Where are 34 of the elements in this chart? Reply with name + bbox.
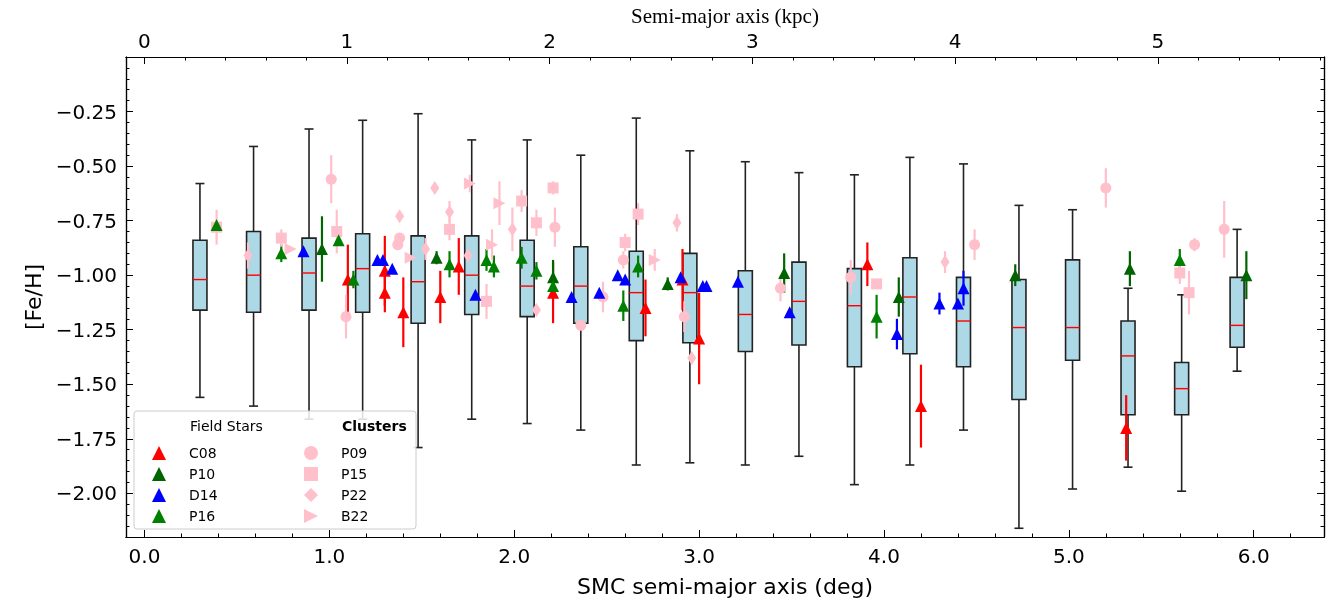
y-tick-label: −1.50 [55,372,117,397]
annotation: Clusters [342,418,407,434]
x-tick-label: 2.0 [498,544,531,568]
x-tick-label: 1.0 [313,544,346,568]
y-tick-label: −0.25 [55,99,117,124]
annotation: Field Stars [190,418,263,434]
legend-label: P22 [341,487,368,503]
x-axis-title: SMC semi-major axis (deg) [576,573,874,599]
x2-axis-title: Semi-major axis (kpc) [631,3,819,28]
x2-tick-label: 5 [1151,29,1165,53]
y-tick-label: −0.75 [55,208,117,233]
legend-label: P09 [341,445,368,461]
x-tick-label: 5.0 [1052,544,1085,568]
y-tick-label: −1.00 [55,263,117,288]
legend-label: P15 [341,466,368,482]
legend-label: C08 [189,445,217,461]
y-axis-title: [Fe/H] [20,263,46,331]
x2-tick-label: 3 [746,29,759,53]
y-tick-label: −0.50 [55,154,117,179]
legend-label: D14 [189,487,218,503]
x-tick-label: 0.0 [128,544,161,568]
legend-label: B22 [341,508,369,524]
x2-tick-label: 2 [543,29,557,53]
x2-tick-label: 0 [137,29,151,53]
x2-tick-label: 4 [948,29,962,53]
y-tick-label: −1.25 [55,317,117,342]
x-tick-label: 4.0 [868,544,900,568]
y-tick-label: −2.00 [55,481,117,506]
x2-tick-label: 1 [340,29,354,53]
legend-label: P16 [189,508,216,524]
y-tick-label: −1.75 [55,426,117,451]
legend-label: P10 [189,466,216,482]
x-tick-label: 3.0 [683,544,716,568]
x-tick-label: 6.0 [1237,544,1270,568]
